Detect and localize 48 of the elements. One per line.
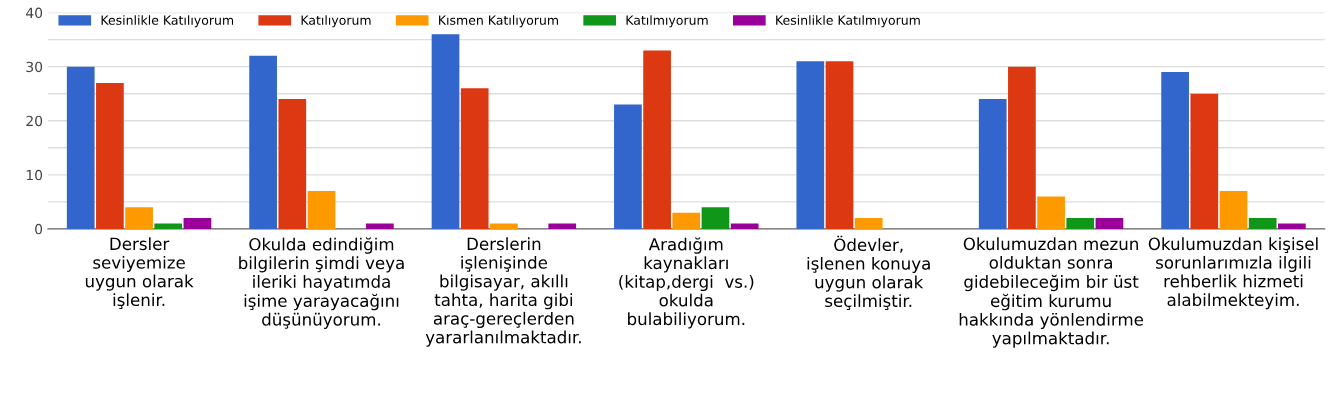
x-tick-label: Ödevler, işlenen konuya uygun olarak seçilmiştir. — [807, 235, 930, 311]
bar — [307, 191, 336, 229]
x-tick-label: Aradığım kaynakları (kitap,dergi vs.) okulda bulabiliyorum. — [619, 237, 754, 329]
legend-label: Kesinlikle Katılıyorum — [101, 15, 234, 28]
bar — [825, 61, 854, 229]
bar — [490, 223, 518, 229]
bar — [431, 34, 460, 229]
bar — [1037, 196, 1065, 229]
x-tick-label: Okulda edindiğim bilgilerin şimdi veya ileriki hayatımda işime yarayacağını düşünüyorum. — [239, 237, 404, 329]
y-tick-label: 10 — [26, 169, 43, 181]
bar — [96, 82, 124, 229]
legend-label: Kısmen Katılıyorum — [439, 15, 558, 28]
y-tick-label: 20 — [26, 115, 43, 127]
bar — [183, 218, 212, 229]
bar — [1161, 72, 1189, 229]
bar — [249, 55, 277, 229]
bar — [278, 99, 307, 229]
bar — [1190, 93, 1219, 229]
bar — [1066, 218, 1095, 229]
bar — [1219, 191, 1248, 229]
bar — [1277, 223, 1306, 229]
bar — [643, 50, 671, 229]
bar — [701, 207, 730, 229]
bar — [1095, 218, 1124, 229]
x-tick-label: Dersler seviyemize uygun olarak işlenir. — [85, 237, 194, 310]
legend-label: Katılıyorum — [301, 15, 371, 28]
bar — [66, 66, 95, 229]
bar — [614, 104, 642, 229]
bar — [978, 99, 1007, 229]
bar — [854, 218, 883, 229]
bar — [796, 61, 825, 229]
x-tick-label: Okulumuzdan mezun olduktan sonra gidebileceğim bir üst eğitim kurumu hakkında yönlendirme yapılmaktadır. — [959, 237, 1144, 348]
bar — [1008, 66, 1036, 229]
x-tick-label: Derslerin işlenişinde bilgisayar, akıllı tahta, harita gibi araç-gereçlerden yararlanılmaktadır. — [425, 237, 581, 347]
bar — [125, 207, 153, 229]
bar — [460, 88, 489, 229]
y-tick-label: 40 — [26, 7, 43, 19]
y-tick-label: 0 — [35, 223, 43, 235]
bar — [1248, 218, 1277, 229]
bar — [154, 223, 183, 229]
legend-label: Katılmıyorum — [626, 15, 708, 28]
y-tick-label: 30 — [26, 61, 43, 73]
legend-label: Kesinlikle Katılmıyorum — [776, 15, 920, 28]
bar — [365, 223, 394, 229]
x-tick-label: Okulumuzdan kişisel sorunlarımızla ilgili rehberlik hizmeti alabilmekteyim. — [1148, 237, 1318, 310]
bar — [548, 223, 577, 229]
bar — [672, 212, 701, 229]
bar — [730, 223, 759, 229]
